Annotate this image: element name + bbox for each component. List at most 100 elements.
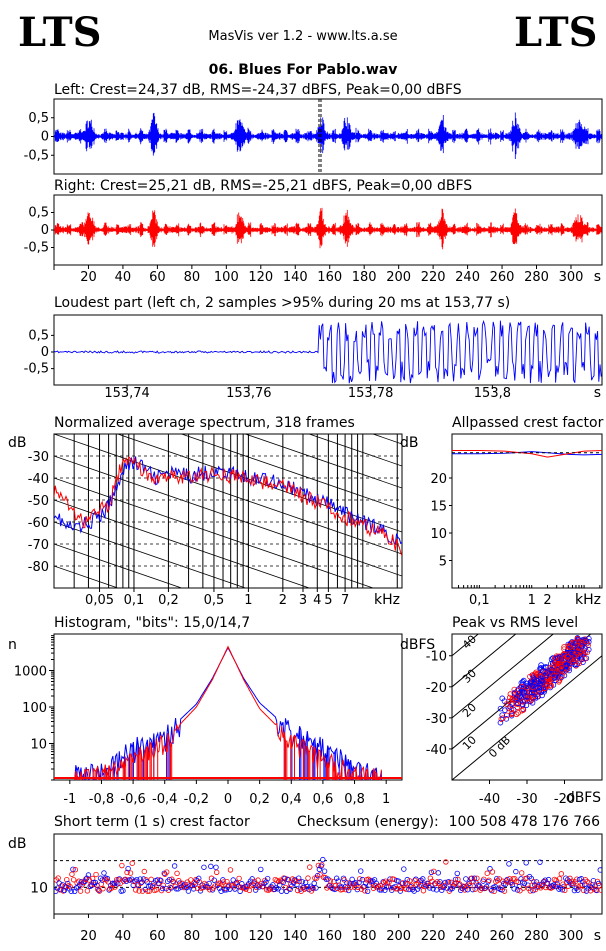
short-crest-point [202,865,207,870]
right-waveform-xtick-label: 280 [524,270,549,285]
spectrum-xtick-label: 2 [279,593,287,608]
short-crest-ylabel: dB [8,836,27,852]
spectrum-ytick-label: -30 [28,450,49,465]
histogram-group [54,647,402,782]
short-crest-point [321,857,326,862]
right-waveform-xtick-label: 40 [115,270,132,285]
short-crest-point [279,889,284,894]
short-crest-point [237,876,242,881]
short-crest-point [94,872,99,877]
loudest-part-trace [54,321,601,384]
histogram-series-line [75,647,382,782]
spectrum-ytick-label: -50 [28,494,49,509]
short-crest-point [322,869,327,874]
short-crest-point [514,869,519,874]
histogram-title: Histogram, "bits": 15,0/14,7 [54,615,250,631]
spectrum-ytick-label: -60 [28,516,49,531]
peak-rms-diagonal-label: 30 [460,667,479,686]
spectrum-slope-line [54,434,402,554]
histogram-xtick-label: -1 [63,792,76,807]
short-crest-point [130,861,135,866]
short-crest-point [314,886,319,891]
histogram-frame [54,634,402,780]
short-crest-xtick-label: 140 [283,929,308,944]
histogram-xtick-label: 0 [224,792,232,807]
histogram-xtick-label: 0,2 [249,792,270,807]
short-crest-point [102,871,107,876]
app-title: MasVis ver 1.2 - www.lts.a.se [208,29,397,44]
spectrum-slope-line [54,346,402,466]
crest-allpass-ytick-label: 5 [439,555,447,570]
peak-rms-xtick-label: -40 [479,792,500,807]
spectrum-group [54,192,402,818]
brand-logo-right: LTS [514,9,598,56]
short-crest-point [175,871,180,876]
short-crest-point [402,867,407,872]
loudest-part-xtick-label: 153,78 [348,386,394,401]
left-waveform-ytick-label: -0,5 [24,148,49,163]
short-crest-point [488,866,493,871]
file-name: 06. Blues For Pablo.wav [209,62,398,78]
spectrum-xtick-label: 3 [299,593,307,608]
spectrum-xtick-label: 0,1 [124,593,145,608]
short-crest-point [365,889,370,894]
short-crest-title: Short term (1 s) crest factor [54,814,250,830]
short-crest-xtick-label: 220 [421,929,446,944]
short-crest-point [142,869,147,874]
short-crest-xunit: s [594,928,601,944]
spectrum-xtick-label: 7 [341,593,349,608]
spectrum-xtick-label: 5 [324,593,332,608]
crest-allpass-xtick-label: 0,1 [469,593,490,608]
spectrum-ytick-label: -80 [28,560,49,575]
short-crest-point [214,865,219,870]
short-crest-point [120,863,125,868]
peak-rms-diagonal-label: 20 [460,701,479,720]
short-crest-point [490,870,495,875]
peak-rms-title: Peak vs RMS level [452,615,578,631]
short-crest-group [53,857,603,893]
spectrum-frame [54,434,402,588]
left-waveform-group [54,113,601,160]
peak-rms-diagonal-label: 0 dB [486,733,513,760]
short-crest-point [172,864,177,869]
crest-allpass-frame [452,434,602,588]
short-crest-point [228,868,233,873]
right-waveform-xtick-label: 180 [352,270,377,285]
crest-allpass-xtick-label: 1 [528,593,536,608]
right-waveform-trace [54,208,601,249]
spectrum-slope-line [54,302,402,422]
loudest-part-xunit: s [594,385,601,401]
spectrum-slope-line [54,654,402,774]
spectrum-ylabel: dB [8,435,27,451]
loudest-part-ytick-label: 0 [41,345,49,360]
right-waveform-xtick-label: 60 [149,270,166,285]
short-crest-point [85,889,90,894]
short-crest-point [524,861,529,866]
loudest-part-xtick-label: 153,8 [474,386,511,401]
right-waveform-xtick-label: 140 [283,270,308,285]
short-crest-point [519,871,524,876]
peak-rms-xtick-label: -20 [554,792,575,807]
short-crest-xtick-label: 60 [149,929,166,944]
loudest-part-xtick-label: 153,76 [226,386,272,401]
left-waveform-trace [54,113,601,160]
histogram-xtick-label: 1 [382,792,390,807]
spectrum-slope-line [54,192,402,312]
right-waveform-xtick-label: 200 [386,270,411,285]
short-crest-point [464,877,469,882]
short-crest-point [421,888,426,893]
crest-allpass-title: Allpassed crest factor [452,415,604,431]
right-waveform-xtick-label: 100 [214,270,239,285]
short-crest-xtick-label: 300 [559,929,584,944]
histogram-xtick-label: -0,4 [152,792,177,807]
spectrum-xunit: kHz [374,592,400,608]
short-crest-point [209,864,214,869]
right-waveform-xtick-label: 300 [559,270,584,285]
loudest-part-ytick-label: -0,5 [24,362,49,377]
spectrum-xtick-label: 0,05 [85,593,114,608]
short-crest-point [312,881,317,886]
right-waveform-title: Right: Crest=25,21 dB, RMS=-25,21 dBFS, … [54,178,472,194]
right-waveform-xtick-label: 120 [248,270,273,285]
